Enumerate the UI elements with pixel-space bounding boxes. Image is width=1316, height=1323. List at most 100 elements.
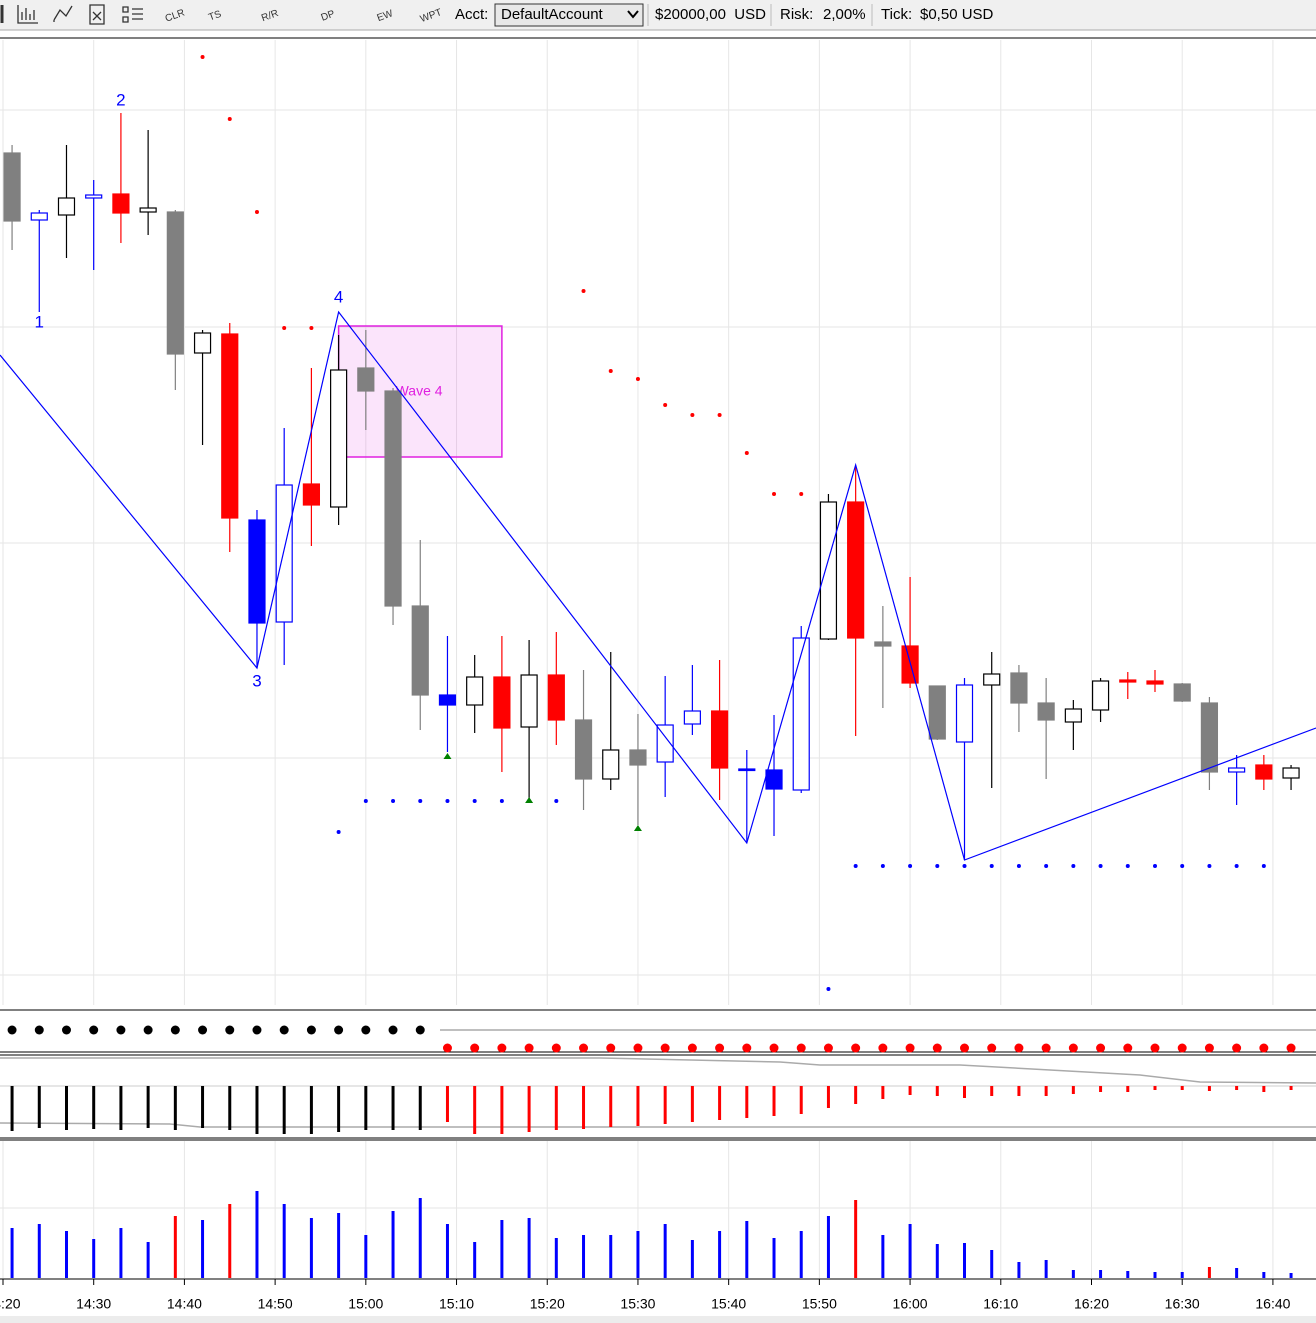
candle-body	[1282, 767, 1300, 779]
x-tick-label: 14:50	[258, 1296, 293, 1312]
candle-body	[1064, 708, 1082, 723]
toolbar-icons	[0, 4, 143, 25]
indicator-lines	[0, 1029, 1316, 1128]
signal-dot	[851, 1043, 861, 1053]
signal-dot	[225, 1025, 235, 1035]
x-tick-label: 15:20	[530, 1296, 565, 1312]
signal-dot	[116, 1025, 126, 1035]
signal-dot	[198, 1025, 208, 1035]
x-tick-label: 14:20	[0, 1296, 21, 1312]
signal-dot	[687, 1043, 697, 1053]
candle-body	[1255, 764, 1273, 780]
h-grid	[0, 109, 1316, 1209]
signal-dot	[415, 1025, 425, 1035]
candle-body	[602, 749, 620, 780]
candle-body	[330, 369, 348, 508]
candle-body	[166, 211, 184, 355]
stop-dot	[1180, 864, 1185, 868]
signal-dot	[1041, 1043, 1051, 1053]
stop-dot	[309, 326, 314, 330]
stop-dot	[663, 403, 668, 407]
account: DefaultAccount	[501, 6, 604, 23]
account-select[interactable]	[494, 3, 644, 27]
signal-marker	[633, 825, 642, 831]
signal-marker	[443, 753, 452, 759]
signal-marker	[525, 797, 534, 803]
signal-dot	[497, 1043, 507, 1053]
x-tick-label: 16:30	[1165, 1296, 1200, 1312]
signal-dot	[905, 1043, 915, 1053]
candle-body	[792, 637, 810, 791]
signal-dot	[1177, 1043, 1187, 1053]
x-tick-label: 14:30	[76, 1296, 111, 1312]
signal-dot	[524, 1043, 534, 1053]
candle-body	[30, 212, 48, 221]
signal-dot	[334, 1025, 344, 1035]
signal-dot	[170, 1025, 180, 1035]
signal-dot	[960, 1043, 970, 1053]
signal-dot	[932, 1043, 942, 1053]
icon[interactable]	[53, 5, 73, 22]
x-tick-label: 16:20	[1074, 1296, 1109, 1312]
stop-dot	[635, 377, 640, 381]
toolbar-button[interactable]: EW	[376, 8, 395, 24]
icon[interactable]	[17, 5, 38, 24]
stop-dot	[391, 799, 396, 803]
x-tick-label: 14:40	[167, 1296, 202, 1312]
candle-body	[438, 694, 457, 706]
toolbar-button[interactable]: DP	[320, 8, 337, 23]
stop-dot	[336, 830, 341, 834]
candle-body	[57, 197, 76, 216]
stop-dot	[1152, 864, 1157, 868]
panel-borders	[0, 37, 1316, 1280]
signal-dot	[606, 1043, 616, 1053]
candle-body	[1010, 672, 1028, 704]
signal-dot	[1096, 1043, 1106, 1053]
signal-dot	[1150, 1043, 1160, 1053]
signal-dot	[796, 1043, 806, 1053]
candle-body	[547, 674, 565, 721]
signal-dot	[361, 1025, 371, 1035]
candle-body	[112, 193, 130, 214]
candle-body	[466, 676, 484, 706]
candle-body	[384, 390, 402, 607]
signal-dot	[143, 1025, 153, 1035]
stop-dot	[581, 289, 586, 293]
stop-dot	[935, 864, 940, 868]
x-tick-label: 16:10	[983, 1296, 1018, 1312]
stop-dot	[880, 864, 885, 868]
candle-body	[1228, 767, 1246, 773]
stop-dot	[826, 987, 831, 991]
acct-label: Acct:	[455, 6, 488, 23]
candle-body	[1091, 680, 1110, 711]
candle-body	[983, 673, 1001, 686]
stop-dot	[1044, 864, 1049, 868]
stop-dot	[418, 799, 423, 803]
candle-body	[574, 719, 593, 780]
signal-dot	[61, 1025, 71, 1035]
candle-body	[411, 605, 429, 696]
footer	[0, 1316, 1316, 1323]
candle-body	[3, 152, 21, 222]
icon[interactable]	[122, 6, 143, 23]
candle-body	[1200, 702, 1219, 773]
signal-dot	[306, 1025, 316, 1035]
stop-dot	[445, 799, 450, 803]
signal-dot	[1123, 1043, 1133, 1053]
stop-dot	[499, 799, 504, 803]
stop-dot	[744, 451, 749, 455]
signal-dot	[1259, 1043, 1269, 1053]
candle-body	[629, 749, 647, 766]
x-tick-label: 15:10	[439, 1296, 474, 1312]
candle-body	[520, 674, 538, 728]
toolbar-button[interactable]: TS	[207, 9, 223, 24]
candle-body	[85, 194, 103, 199]
wave-label: 2	[116, 90, 125, 109]
candle-body	[193, 332, 212, 354]
candle-body	[819, 501, 838, 640]
stop-dot	[1125, 864, 1130, 868]
stop-dot	[772, 492, 777, 496]
icon[interactable]	[89, 4, 105, 25]
signal-dot	[1068, 1043, 1078, 1053]
